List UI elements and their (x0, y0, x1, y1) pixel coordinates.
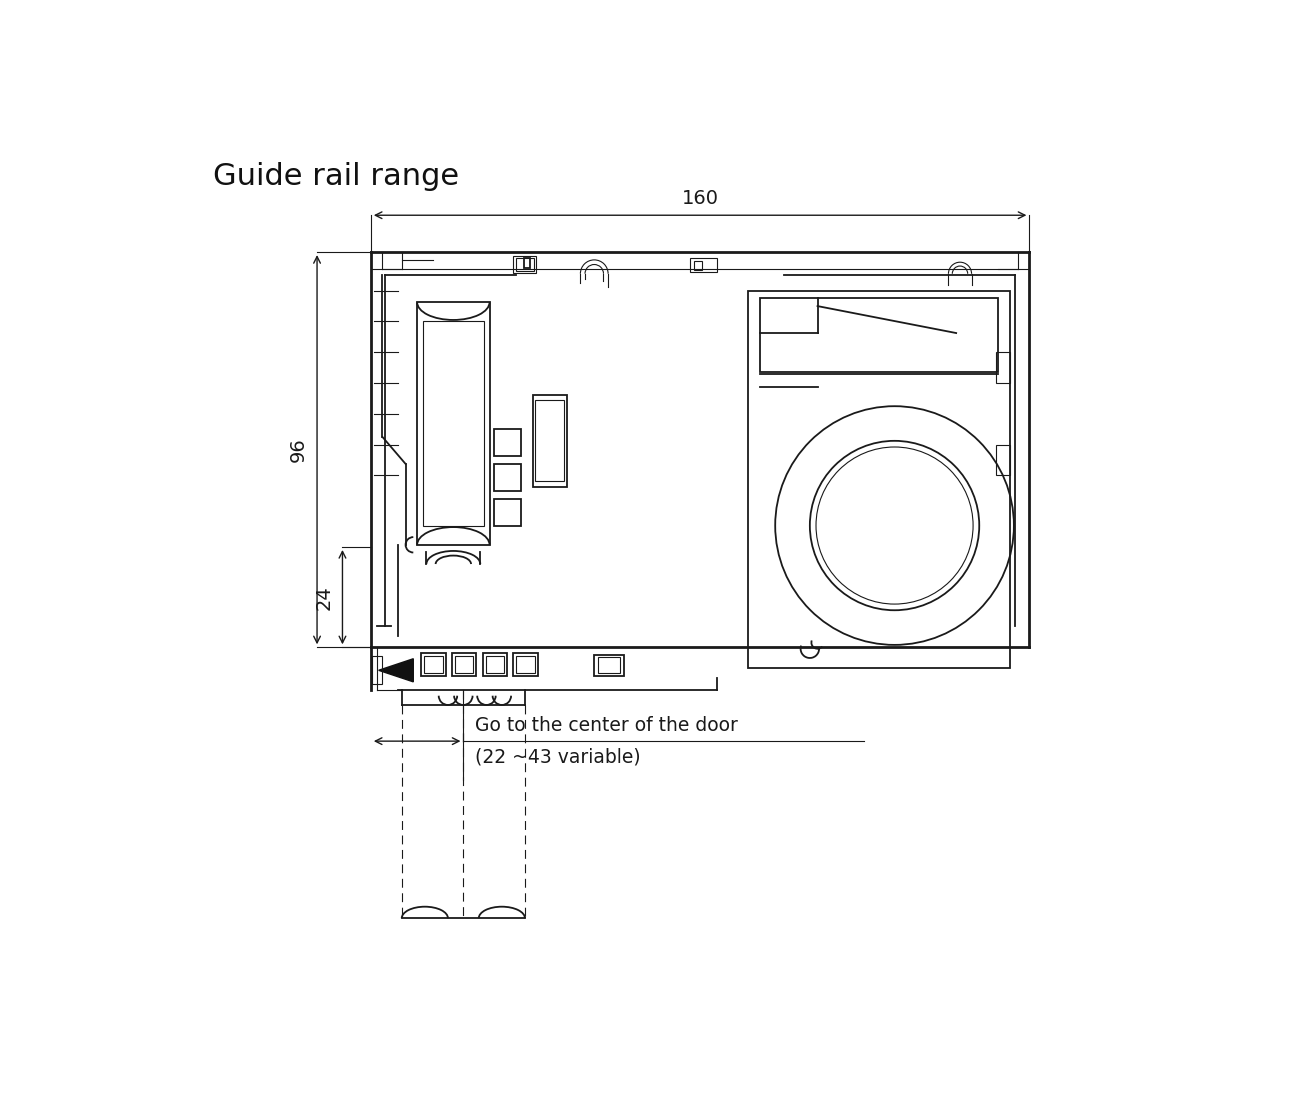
Bar (513, 256, 537, 273)
Bar (493, 430, 521, 456)
Bar (524, 258, 530, 268)
Bar (749, 291, 1011, 668)
Text: 24: 24 (314, 584, 334, 610)
Bar (759, 299, 999, 372)
Bar (418, 302, 491, 545)
Bar (694, 260, 702, 270)
Text: Guide rail range: Guide rail range (213, 163, 459, 192)
Bar (424, 655, 442, 673)
Bar (535, 400, 564, 480)
Bar (996, 445, 1011, 476)
Bar (423, 321, 484, 526)
Bar (421, 653, 445, 676)
Bar (493, 464, 521, 490)
Text: (22 ~43 variable): (22 ~43 variable) (475, 747, 640, 766)
Bar (456, 655, 474, 673)
Text: 160: 160 (682, 188, 719, 207)
Text: Go to the center of the door: Go to the center of the door (475, 716, 738, 735)
Bar (452, 653, 476, 676)
Bar (996, 352, 1011, 383)
Bar (594, 655, 623, 676)
Text: 96: 96 (289, 437, 308, 462)
Bar (486, 655, 504, 673)
Bar (533, 394, 567, 487)
Bar (516, 258, 534, 271)
Bar (483, 653, 507, 676)
Bar (517, 655, 535, 673)
Bar (513, 653, 538, 676)
Polygon shape (378, 659, 414, 682)
Bar (598, 658, 619, 673)
Bar (493, 498, 521, 526)
Bar (691, 258, 717, 272)
Bar (373, 656, 382, 684)
